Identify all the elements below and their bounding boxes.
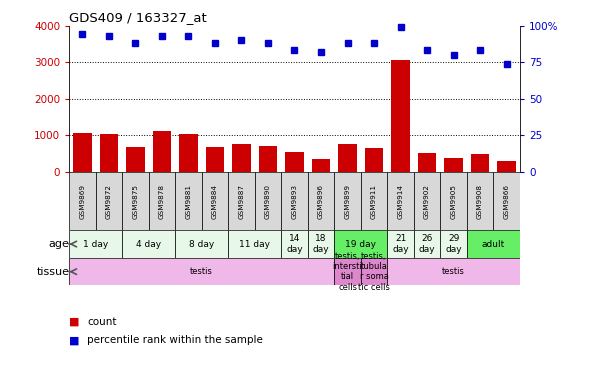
Text: GSM9872: GSM9872 [106, 183, 112, 219]
Text: GSM9881: GSM9881 [186, 183, 192, 219]
Bar [414, 172, 441, 230]
Text: GSM9911: GSM9911 [371, 183, 377, 219]
Bar [441, 230, 467, 258]
Bar [334, 230, 387, 258]
Text: 18
day: 18 day [313, 234, 329, 254]
Bar [69, 230, 122, 258]
Bar [338, 144, 357, 172]
Bar [148, 172, 175, 230]
Text: GSM9893: GSM9893 [291, 183, 297, 219]
Bar [467, 172, 493, 230]
Bar [202, 172, 228, 230]
Bar [441, 172, 467, 230]
Bar [387, 230, 414, 258]
Text: GSM9899: GSM9899 [344, 183, 350, 219]
Bar [391, 60, 410, 172]
Bar [258, 146, 277, 172]
Bar [100, 134, 118, 172]
Text: GSM9914: GSM9914 [397, 183, 403, 219]
Text: 1 day: 1 day [83, 240, 108, 249]
Text: GSM9887: GSM9887 [239, 183, 245, 219]
Text: GSM9905: GSM9905 [451, 183, 457, 219]
Text: percentile rank within the sample: percentile rank within the sample [87, 335, 263, 346]
Bar [444, 158, 463, 172]
Bar [228, 230, 281, 258]
Bar [281, 230, 308, 258]
Bar [122, 230, 175, 258]
Text: 11 day: 11 day [239, 240, 270, 249]
Text: testis: testis [191, 267, 213, 276]
Bar [126, 147, 145, 172]
Bar [122, 172, 148, 230]
Text: adult: adult [482, 240, 505, 249]
Text: tissue: tissue [37, 267, 69, 277]
Bar [69, 258, 334, 285]
Text: 19 day: 19 day [346, 240, 376, 249]
Text: GSM9896: GSM9896 [318, 183, 324, 219]
Bar [334, 172, 361, 230]
Text: GSM9890: GSM9890 [265, 183, 271, 219]
Bar [73, 134, 91, 172]
Text: 29
day: 29 day [445, 234, 462, 254]
Text: GSM9884: GSM9884 [212, 183, 218, 219]
Bar [498, 161, 516, 172]
Text: 26
day: 26 day [419, 234, 435, 254]
Bar [365, 147, 383, 172]
Text: ■: ■ [69, 335, 79, 346]
Text: GSM9869: GSM9869 [79, 183, 85, 219]
Bar [175, 172, 202, 230]
Text: testis,
tubula
r soma
tic cells: testis, tubula r soma tic cells [358, 251, 390, 292]
Bar [308, 230, 334, 258]
Text: GSM9908: GSM9908 [477, 183, 483, 219]
Bar [153, 131, 171, 172]
Bar [467, 230, 520, 258]
Bar [281, 172, 308, 230]
Bar [255, 172, 281, 230]
Bar [179, 134, 198, 172]
Bar [387, 172, 414, 230]
Text: 4 day: 4 day [136, 240, 161, 249]
Text: GSM9878: GSM9878 [159, 183, 165, 219]
Text: 8 day: 8 day [189, 240, 215, 249]
Text: GDS409 / 163327_at: GDS409 / 163327_at [69, 11, 207, 25]
Bar [96, 172, 122, 230]
Bar [493, 172, 520, 230]
Text: ■: ■ [69, 317, 79, 327]
Bar [361, 258, 387, 285]
Text: testis,
intersti
tial
cells: testis, intersti tial cells [332, 251, 362, 292]
Text: 21
day: 21 day [392, 234, 409, 254]
Bar [418, 153, 436, 172]
Text: age: age [49, 239, 69, 249]
Bar [414, 230, 441, 258]
Text: 14
day: 14 day [286, 234, 303, 254]
Text: GSM9875: GSM9875 [132, 183, 138, 219]
Text: count: count [87, 317, 117, 327]
Bar [228, 172, 255, 230]
Bar [232, 144, 251, 172]
Bar [334, 258, 361, 285]
Bar [387, 258, 520, 285]
Text: GSM9866: GSM9866 [504, 183, 510, 219]
Text: GSM9902: GSM9902 [424, 183, 430, 219]
Bar [308, 172, 334, 230]
Text: testis: testis [442, 267, 465, 276]
Bar [361, 172, 387, 230]
Bar [285, 152, 304, 172]
Bar [206, 147, 224, 172]
Bar [175, 230, 228, 258]
Bar [471, 153, 489, 172]
Bar [69, 172, 96, 230]
Bar [312, 159, 331, 172]
